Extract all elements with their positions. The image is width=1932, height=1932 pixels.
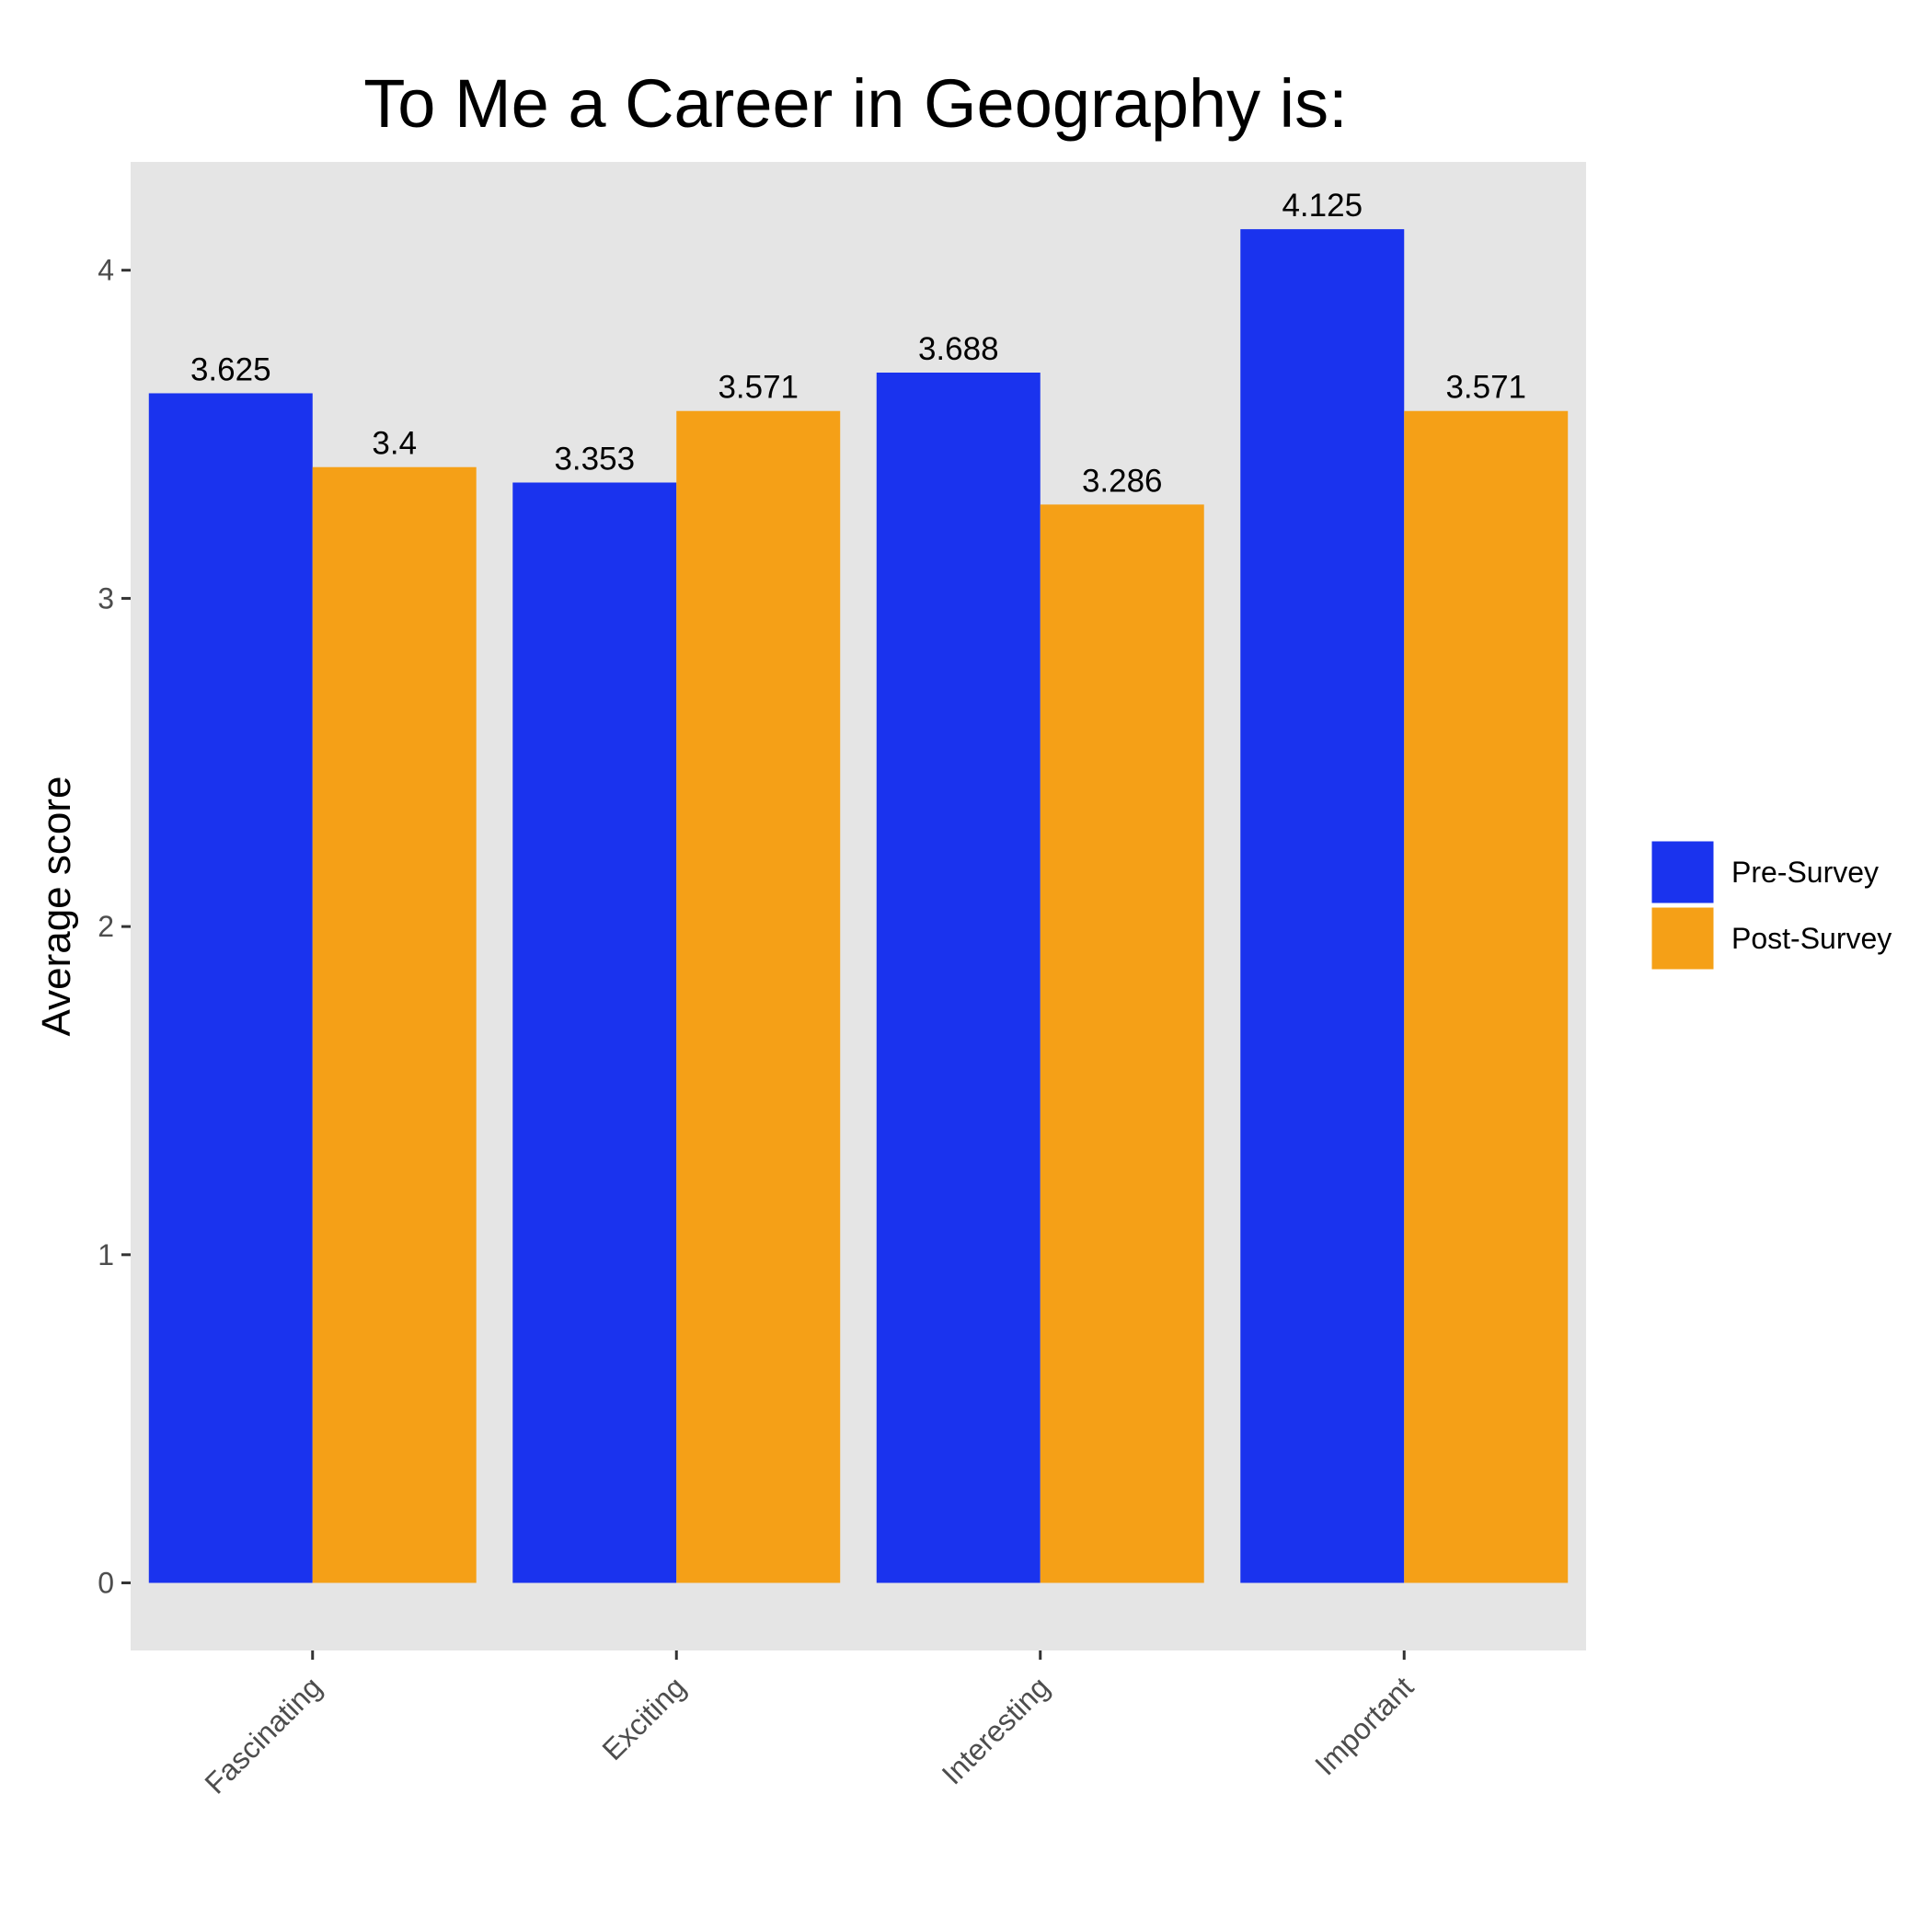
legend-key-post-survey — [1649, 904, 1717, 972]
legend: Pre-Survey Post-Survey — [1649, 838, 1892, 972]
y-axis-label: Average score — [34, 776, 79, 1037]
y-axis: 0 1 2 3 4 — [98, 254, 131, 1600]
chart-title: To Me a Career in Geography is: — [363, 65, 1347, 142]
bar-pre-survey-important — [1240, 229, 1405, 1583]
bar-post-survey-exciting — [676, 410, 841, 1583]
y-tick-label: 4 — [98, 254, 114, 287]
y-tick-label: 3 — [98, 581, 114, 615]
bar-pre-survey-interesting — [876, 373, 1041, 1583]
bar-post-survey-interesting — [1040, 504, 1204, 1583]
bar-value-label: 3.688 — [918, 331, 999, 367]
bar-pre-survey-fascinating — [148, 393, 313, 1583]
bar-value-label: 3.4 — [372, 426, 417, 462]
y-tick-label: 2 — [98, 910, 114, 943]
legend-key-pre-survey — [1649, 838, 1717, 906]
x-tick-label: Exciting — [596, 1670, 693, 1766]
x-tick-label: Important — [1308, 1670, 1420, 1781]
bar-post-survey-important — [1404, 410, 1569, 1583]
bar-value-label: 3.625 — [190, 351, 271, 387]
legend-label: Pre-Survey — [1731, 856, 1879, 889]
bar-post-survey-fascinating — [312, 466, 477, 1583]
legend-label: Post-Survey — [1731, 922, 1892, 955]
x-tick-label: Fascinating — [199, 1670, 328, 1800]
x-axis: Fascinating Exciting Interesting Important — [199, 1650, 1420, 1800]
bar-value-label: 4.125 — [1282, 188, 1363, 224]
value-labels-layer: 3.625 3.4 3.353 3.571 3.688 3.286 4.125 3.571 — [190, 188, 1526, 499]
x-tick-label: Interesting — [936, 1670, 1056, 1790]
bar-value-label: 3.571 — [718, 370, 799, 406]
bars-layer — [148, 229, 1569, 1583]
bar-value-label: 3.353 — [554, 441, 635, 477]
bar-pre-survey-exciting — [512, 482, 677, 1583]
bar-value-label: 3.571 — [1445, 370, 1526, 406]
y-tick-label: 1 — [98, 1238, 114, 1271]
y-tick-label: 0 — [98, 1567, 114, 1600]
bar-value-label: 3.286 — [1082, 463, 1163, 499]
